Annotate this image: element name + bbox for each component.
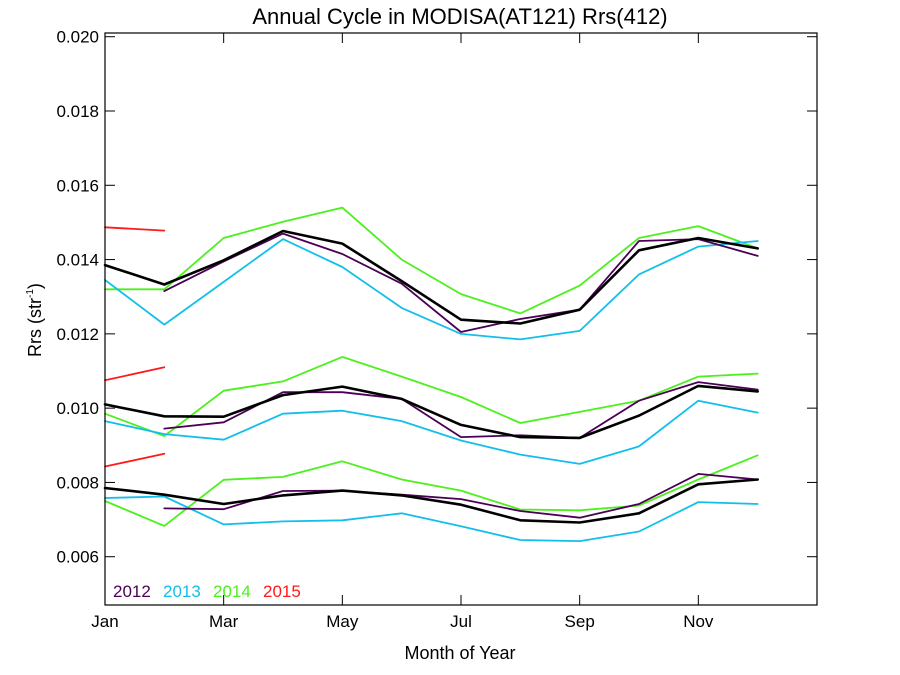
- x-tick-label: May: [326, 612, 359, 631]
- y-tick-label: 0.006: [56, 548, 99, 567]
- series-line-middle-8: [104, 366, 166, 382]
- x-axis-label: Month of Year: [404, 643, 515, 663]
- y-tick-label: 0.014: [56, 251, 99, 270]
- y-axis-label-sup: -1: [25, 289, 36, 298]
- axis-layer: 0.006 0.008 0.010 0.012 0.014 0.016 0.018 0.020…: [56, 28, 817, 631]
- series-line-lower-13: [104, 452, 166, 468]
- series-line-middle-9: [103, 384, 760, 440]
- series-line-upper-2: [163, 232, 759, 333]
- series-line-upper-4: [103, 229, 760, 325]
- y-tick-label: 0.008: [56, 473, 99, 492]
- legend: 2012 2013 2014 2015: [113, 582, 301, 601]
- y-tick-label: 0.016: [56, 176, 99, 195]
- y-tick-label: 0.010: [56, 399, 99, 418]
- series-line-lower-11: [104, 495, 759, 542]
- y-tick-label: 0.020: [56, 28, 99, 47]
- x-tick-label: Jan: [91, 612, 118, 631]
- series-line-middle-6: [104, 399, 759, 465]
- series-line-upper-1: [104, 238, 759, 341]
- x-tick-label: Jul: [450, 612, 472, 631]
- y-axis-label: Rrs (str-1): [25, 283, 45, 357]
- x-tick-label: Mar: [209, 612, 239, 631]
- series-line-upper-3: [104, 226, 166, 232]
- y-axis-label-close: ): [25, 283, 45, 289]
- legend-item-2013: 2013: [163, 582, 201, 601]
- y-tick-label: 0.018: [56, 102, 99, 121]
- series-layer: [103, 206, 760, 542]
- legend-item-2012: 2012: [113, 582, 151, 601]
- chart-title: Annual Cycle in MODISA(AT121) Rrs(412): [252, 4, 667, 29]
- x-tick-label: Nov: [683, 612, 714, 631]
- y-axis-label-main: Rrs (str: [25, 298, 45, 357]
- legend-item-2014: 2014: [213, 582, 251, 601]
- series-line-lower-14: [103, 478, 760, 524]
- y-tick-label: 0.012: [56, 325, 99, 344]
- series-line-upper-0: [104, 206, 759, 315]
- x-tick-label: Sep: [565, 612, 595, 631]
- series-line-lower-10: [104, 454, 759, 527]
- legend-item-2015: 2015: [263, 582, 301, 601]
